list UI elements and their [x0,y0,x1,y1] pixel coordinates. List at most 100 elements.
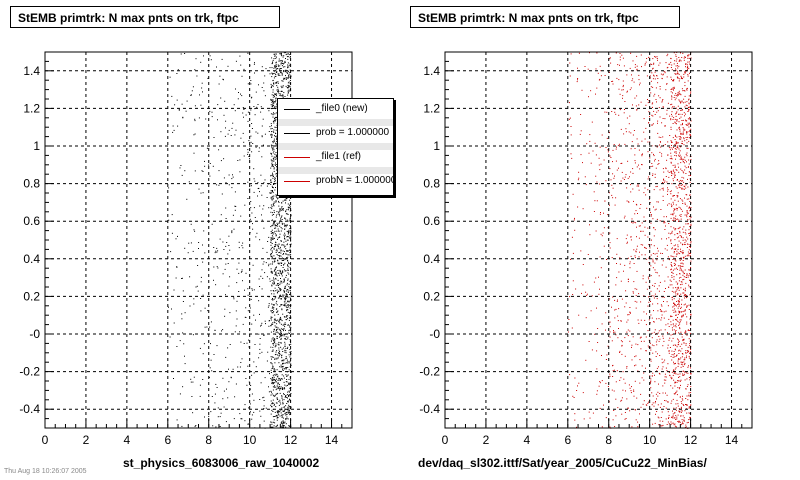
data-point [577,206,579,208]
data-point [654,329,656,331]
data-point [677,195,679,197]
data-point [667,154,669,156]
data-point [280,426,282,428]
data-point [285,423,287,425]
data-point [682,339,684,340]
data-point [190,223,192,225]
data-point [251,212,253,214]
data-point [282,362,284,364]
data-point [662,195,664,197]
data-point [639,251,640,253]
data-point [668,223,670,224]
data-point [273,306,275,308]
data-point [271,164,273,166]
data-point [668,339,670,341]
data-point [270,325,272,327]
data-point [599,146,601,148]
data-point [258,357,260,359]
data-point [265,68,267,70]
data-point [644,64,646,66]
x-tick-label: 10 [243,433,257,447]
data-point [687,111,689,112]
data-point [182,386,184,388]
data-point [272,85,274,87]
data-point [283,393,284,395]
legend-box[interactable]: _file0 (new) prob = 1.000000 _file1 (ref… [277,98,394,196]
data-point [275,154,277,156]
data-point [596,87,598,89]
data-point [681,316,683,318]
data-point [673,311,675,313]
data-point [646,288,648,290]
data-point [690,315,692,317]
data-point [281,275,283,277]
data-point [280,272,282,274]
data-point [673,117,675,119]
data-point [288,301,290,303]
data-point [677,248,679,250]
data-point [580,130,582,132]
data-point [636,270,638,272]
data-point [225,245,227,247]
data-point [687,74,689,76]
data-point [673,248,675,250]
data-point [614,204,616,206]
data-point [285,287,286,289]
data-point [261,194,263,196]
data-point [200,61,202,63]
data-point [662,337,664,339]
data-point [688,365,689,367]
data-point [672,410,673,412]
data-point [288,304,290,306]
data-point [274,221,275,223]
data-point [247,288,249,290]
data-point [689,181,691,183]
data-point [280,255,282,257]
data-point [636,236,637,238]
data-point [288,209,289,211]
data-point [276,388,278,390]
data-point [614,111,616,113]
data-point [272,322,274,324]
data-point [598,276,599,278]
data-point [670,190,672,192]
data-point [272,367,274,369]
data-point [681,184,683,186]
data-point [674,139,676,140]
data-point [661,368,663,370]
data-point [628,123,630,125]
data-point [672,92,673,94]
data-point [687,118,689,120]
data-point [687,329,689,331]
data-point [689,252,691,254]
data-point [199,94,200,96]
data-point [674,209,675,211]
data-point [279,319,281,320]
data-point [232,368,234,370]
data-point [276,304,278,306]
data-point [287,272,289,274]
data-point [683,158,685,160]
data-point [689,194,691,196]
data-point [674,368,676,370]
data-point [289,296,291,298]
data-point [278,58,280,60]
data-point [638,237,640,239]
data-point [168,219,170,221]
data-point [616,300,618,302]
data-point [574,377,576,379]
data-point [687,276,689,278]
data-point [280,250,282,252]
data-point [598,164,600,166]
data-point [679,93,681,95]
data-point [606,111,608,113]
data-point [683,133,684,135]
data-point [194,133,196,135]
data-point [680,75,682,77]
data-point [589,140,591,142]
data-point [678,236,679,238]
data-point [284,253,286,255]
data-point [279,329,281,331]
data-point [216,266,218,268]
data-point [680,136,681,138]
